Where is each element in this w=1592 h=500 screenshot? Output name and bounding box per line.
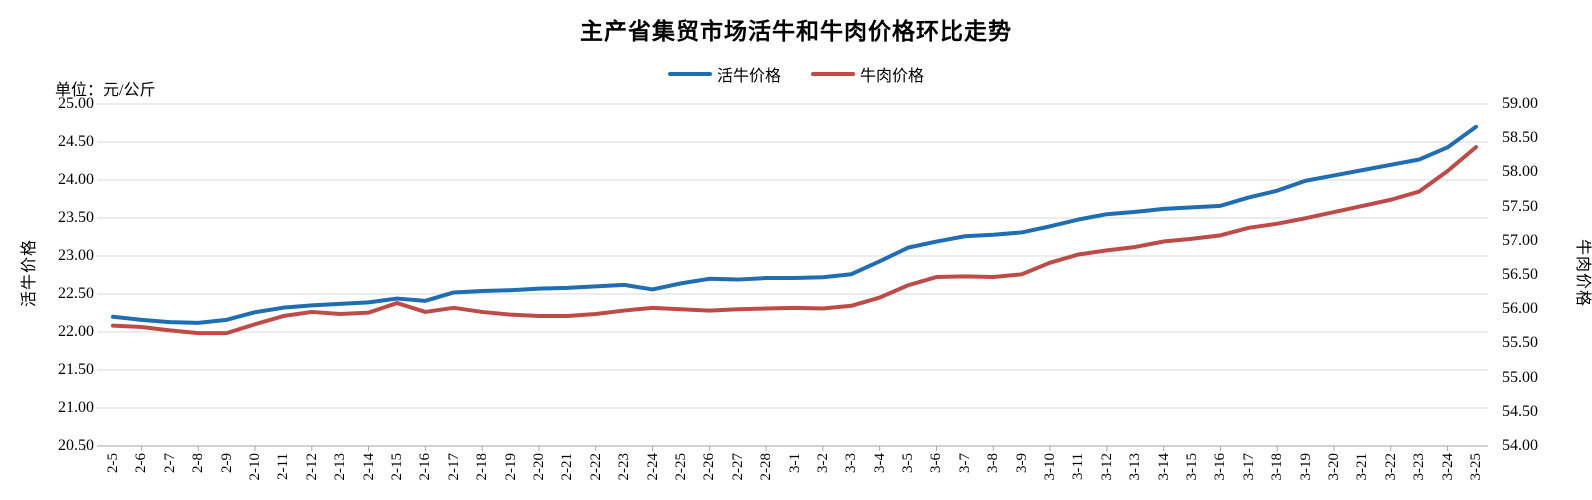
x-axis-tick-label: 3-20 [1326,453,1343,481]
x-axis-tick-label: 3-7 [956,453,973,473]
x-axis-tick-label: 2-26 [701,453,718,481]
x-axis-tick-label: 3-13 [1127,453,1144,481]
left-axis-tick-label: 24.00 [58,171,94,188]
x-axis-tick-label: 2-19 [502,453,519,481]
x-axis-tick-label: 2-28 [758,453,775,481]
x-axis-tick-label: 3-24 [1439,453,1456,481]
right-axis-tick-label: 58.00 [1502,163,1538,181]
right-axis-tick-label: 56.50 [1502,266,1538,283]
x-axis-tick-label: 3-23 [1411,453,1428,481]
right-axis-tick-label: 58.50 [1502,129,1538,147]
x-axis-tick-label: 3-12 [1098,453,1115,481]
left-axis-tick-label: 23.50 [58,209,94,226]
chart-title: 主产省集贸市场活牛和牛肉价格环比走势 [580,19,1012,44]
right-axis-tick-label: 59.00 [1502,95,1538,112]
live-cattle-price-line [111,124,1478,325]
x-axis-tick-label: 3-25 [1468,453,1484,481]
x-axis-tick-label: 2-6 [133,453,150,473]
x-axis-tick-label: 2-18 [474,453,491,481]
legend-item-beef: 牛肉价格 [811,62,924,86]
x-axis-tick-label: 2-5 [105,453,121,473]
x-axis-tick-label: 3-3 [843,453,860,473]
right-axis-tick-label: 55.50 [1502,334,1538,352]
x-axis-tick-label: 3-14 [1155,453,1172,481]
x-axis-tick-label: 3-17 [1240,453,1257,481]
x-axis-tick-label: 3-22 [1382,453,1399,481]
left-axis-tick-label: 22.50 [58,285,94,302]
right-axis-tick-label: 55.00 [1502,368,1538,386]
right-axis-tick-label: 57.50 [1502,197,1538,215]
left-axis-tick-label: 20.50 [58,437,94,454]
x-axis-tick-label: 3-6 [928,453,945,473]
right-axis-tick-label: 57.00 [1502,231,1538,249]
x-axis-tick-label: 2-25 [672,453,689,481]
left-axis-tick-label: 25.00 [58,95,94,112]
x-axis-tick-label: 2-24 [644,453,661,481]
chart-legend: 活牛价格 牛肉价格 [0,62,1592,86]
beef-price-line [111,145,1478,336]
x-axis-tick-label: 3-21 [1354,453,1371,481]
left-axis-tick-label: 21.50 [58,361,94,378]
x-axis-tick-label: 3-19 [1297,453,1314,481]
x-axis-tick-label: 2-10 [246,453,263,481]
legend-item-live-cattle: 活牛价格 [667,62,781,86]
x-axis-tick-label: 2-15 [388,453,405,481]
right-axis-title: 牛肉价格 [1574,239,1591,308]
x-axis-tick-label: 3-15 [1184,453,1201,481]
beef-line-swatch [811,72,855,76]
x-axis-tick-label: 3-18 [1269,453,1286,481]
x-axis-tick-label: 2-11 [275,453,292,480]
left-axis-tick-label: 23.00 [58,247,94,264]
x-axis-tick-label: 2-8 [190,453,207,473]
x-axis-tick-label: 2-14 [360,453,377,481]
x-axis-tick-label: 3-8 [985,453,1002,473]
x-axis-tick-label: 2-17 [445,453,462,481]
legend-label-live-cattle: 活牛价格 [716,68,781,85]
left-axis-title: 活牛价格 [21,239,38,308]
x-axis-tick-label: 2-27 [729,453,746,481]
x-axis-tick-label: 2-23 [616,453,633,481]
right-axis-tick-label: 54.50 [1502,402,1538,420]
x-axis-tick-label: 2-22 [587,453,604,481]
x-axis-tick-label: 3-2 [814,453,831,473]
x-axis-tick-label: 2-16 [417,453,434,481]
left-axis-tick-label: 22.00 [58,323,94,340]
left-axis-tick-label: 24.50 [58,133,94,150]
right-axis-tick-label: 56.00 [1502,300,1538,318]
x-axis-tick-label: 2-12 [303,453,320,481]
x-axis-tick-label: 2-21 [559,453,576,481]
x-axis-tick-label: 3-9 [1013,453,1030,473]
legend-label-beef: 牛肉价格 [860,68,925,85]
x-axis-tick-label: 3-10 [1042,453,1059,481]
x-axis-tick-label: 3-5 [900,453,917,473]
x-axis-tick-label: 2-13 [332,453,349,481]
x-axis-tick-label: 3-4 [871,453,888,473]
unit-label: 单位：元/公斤 [55,82,156,99]
x-axis-tick-label: 3-1 [786,453,803,473]
x-axis-tick-label: 2-20 [530,453,547,481]
x-axis-tick-label: 3-16 [1212,453,1229,481]
x-axis-tick-label: 2-9 [218,453,235,473]
x-axis-tick-label: 2-7 [161,453,178,473]
x-axis-tick-label: 3-11 [1070,453,1087,480]
live-cattle-line-swatch [667,72,712,76]
left-axis-tick-label: 21.00 [58,399,94,416]
right-axis-tick-label: 54.00 [1502,437,1538,454]
